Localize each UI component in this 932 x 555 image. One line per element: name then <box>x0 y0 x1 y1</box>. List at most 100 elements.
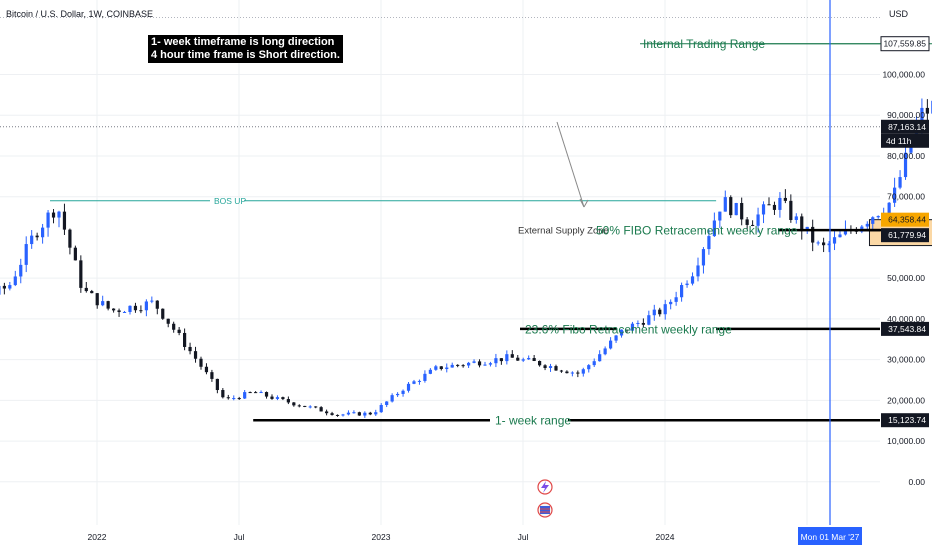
candle-body <box>800 216 804 232</box>
candle-body <box>690 276 695 284</box>
candle-body <box>647 315 651 325</box>
price-label-range-low-bg[interactable] <box>881 413 929 428</box>
y-tick-label: 30,000.00 <box>887 355 925 365</box>
candle-body <box>734 203 738 216</box>
candle-body <box>172 323 176 330</box>
y-tick-label: 10,000.00 <box>887 436 925 446</box>
cursor-date-bg[interactable] <box>798 527 862 545</box>
candle-body <box>816 242 820 244</box>
candle-body <box>658 309 662 315</box>
candle-body <box>887 202 891 214</box>
candle-body <box>150 300 154 302</box>
x-tick-label: 2024 <box>656 532 675 542</box>
candle-body <box>133 305 138 311</box>
candle-body <box>614 335 618 341</box>
time-axis[interactable] <box>0 525 932 550</box>
candle-body <box>707 236 711 250</box>
candle-body <box>303 405 307 407</box>
candle-body <box>559 370 564 372</box>
candle-body <box>532 358 536 361</box>
candle-body <box>521 359 525 361</box>
candle-body <box>456 364 460 366</box>
candle-body <box>920 107 924 125</box>
flag-icon <box>540 506 550 514</box>
candle-body <box>35 235 39 238</box>
candle-body <box>0 285 1 295</box>
candle-body <box>680 285 684 298</box>
price-label-fibo-236-bg[interactable] <box>881 321 929 336</box>
price-label-top-border <box>880 36 930 52</box>
currency-label[interactable]: USD <box>889 9 909 19</box>
price-label-top-bg[interactable] <box>881 36 929 51</box>
projection-arrow-line <box>556 121 585 208</box>
candle-body <box>374 412 378 415</box>
week-range-label: 1- week range <box>495 414 571 428</box>
candle-body <box>95 293 99 306</box>
candle-body <box>516 357 520 361</box>
candle-body <box>865 223 869 227</box>
candle-body <box>155 300 159 309</box>
candle-body <box>335 414 340 416</box>
candle-body <box>423 373 427 381</box>
candle-body <box>406 383 411 391</box>
candle-body <box>417 380 422 382</box>
candle-body <box>718 211 722 221</box>
candle-body <box>565 371 569 374</box>
candle-body <box>898 177 902 188</box>
candle-body <box>248 392 252 394</box>
price-label-fibo-50: 61,779.94 <box>888 230 926 240</box>
price-label-fibo-50-bg[interactable] <box>881 228 929 243</box>
candle-body <box>346 412 351 415</box>
candle-body <box>62 211 67 230</box>
candle-body <box>909 144 913 153</box>
price-label-current-bg[interactable] <box>881 119 929 134</box>
candle-body <box>24 244 28 265</box>
candle-body <box>434 366 438 370</box>
candle-body <box>876 216 880 218</box>
candle-body <box>428 369 432 374</box>
candle-body <box>57 211 61 218</box>
candle-body <box>270 396 274 399</box>
candle-body <box>669 301 673 305</box>
candle-body <box>548 366 553 369</box>
candle-body <box>843 229 848 235</box>
candle-body <box>756 214 760 226</box>
candle-body <box>379 404 383 413</box>
candle-body <box>674 297 678 302</box>
y-tick-label: 90,000.00 <box>887 110 925 120</box>
candle-body <box>84 287 88 292</box>
candle-body <box>794 216 798 220</box>
candle-body <box>772 204 777 210</box>
candle-body <box>139 310 143 312</box>
candle-body <box>183 332 187 347</box>
candle-body <box>652 309 656 316</box>
cursor-date-label: Mon 01 Mar '27 <box>801 532 860 542</box>
price-axis[interactable] <box>880 0 932 550</box>
candle-body <box>592 361 596 366</box>
price-label-current: 87,163.14 <box>888 122 926 132</box>
candle-body <box>352 412 356 414</box>
fibo-50-label: 50% FIBO Retracement weekly range <box>596 224 798 238</box>
candle-body <box>30 235 34 245</box>
candle-body <box>8 285 12 289</box>
candle-body <box>281 397 285 400</box>
candle-body <box>767 204 771 206</box>
y-tick-label: 50,000.00 <box>887 273 925 283</box>
candle-body <box>19 264 23 277</box>
candle-body <box>314 406 318 408</box>
candle-body <box>221 390 225 398</box>
candle-body <box>204 366 209 373</box>
candle-body <box>603 348 607 355</box>
candle-body <box>740 203 744 220</box>
candle-body <box>477 361 482 366</box>
candle-body <box>73 247 77 261</box>
candle-body <box>893 187 897 203</box>
candle-body <box>751 224 755 226</box>
price-label-highlight-bg[interactable] <box>881 212 929 227</box>
candle-body <box>385 401 389 405</box>
candle-body <box>527 358 531 360</box>
projection-arrow-head <box>579 198 589 208</box>
candle-body <box>871 217 875 224</box>
